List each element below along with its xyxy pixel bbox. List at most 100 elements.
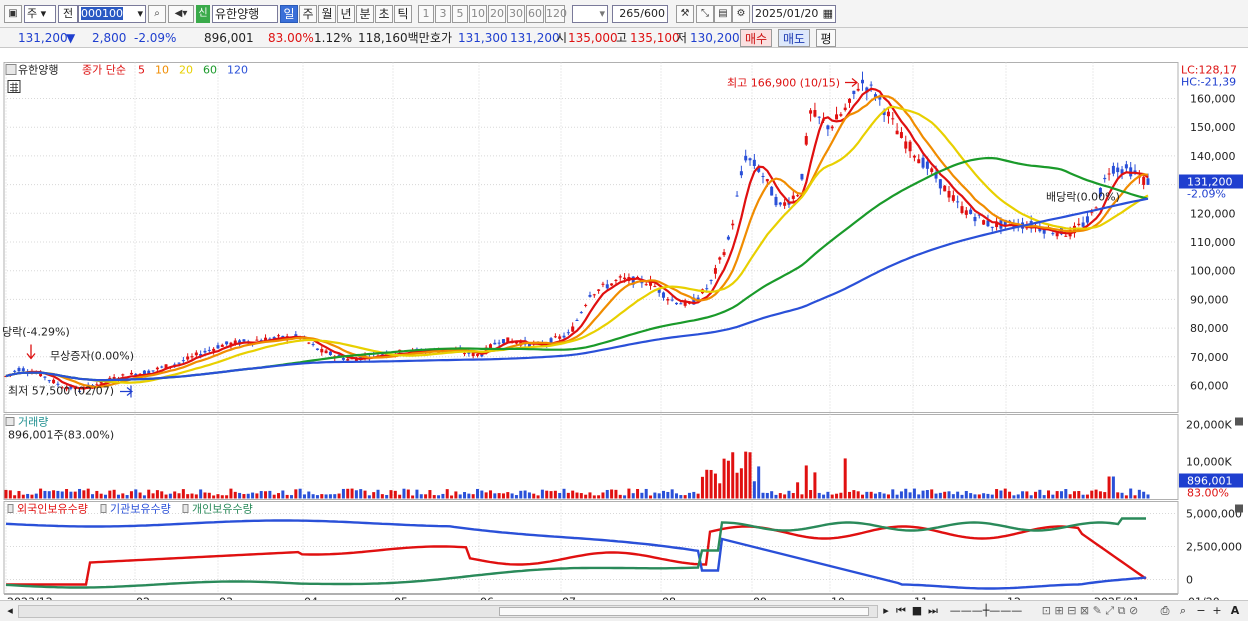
stock-chart[interactable]: 160,000150,000140,000130,000120,000110,0… <box>0 48 1248 621</box>
hold-tick-1: 2,500,000 <box>1186 541 1242 554</box>
candle-body <box>21 368 25 372</box>
bonus-note: 무상증자(0.00%) <box>50 350 134 363</box>
period-tab-5[interactable]: 초 <box>375 5 393 23</box>
scroll-left-icon[interactable]: ◂ <box>7 604 13 617</box>
zoom-icon[interactable]: ⌕ <box>1179 604 1187 617</box>
period-tab-1[interactable]: 주 <box>299 5 317 23</box>
forward-icon[interactable]: ⏭ <box>928 604 938 617</box>
buy-button[interactable]: 매수 <box>740 29 772 47</box>
scroll-track[interactable] <box>18 605 878 618</box>
volume-bar <box>705 469 709 499</box>
volume-bar <box>731 452 735 499</box>
stop-icon[interactable]: ■ <box>911 604 923 617</box>
indicator-icon[interactable]: ⚒ <box>676 5 694 23</box>
zoom-slider[interactable]: ———┼——— <box>949 604 1023 617</box>
volume-bar <box>882 493 886 499</box>
holding-close-icon[interactable] <box>1235 504 1243 513</box>
candle-body <box>584 304 588 306</box>
volume-close-icon[interactable] <box>1235 417 1243 426</box>
volume-bar <box>951 494 955 499</box>
interval-tab-1[interactable]: 1 <box>418 5 434 23</box>
volume-bar <box>925 490 929 499</box>
candle-body <box>982 220 986 225</box>
view-icons[interactable]: ⊡ ⊞ ⊟ ⊠ ✎ ⤢ ⧉ ⊘ <box>1041 604 1139 617</box>
candle-body <box>657 288 661 293</box>
candle-body <box>242 339 246 342</box>
period-tab-0[interactable]: 일 <box>280 5 298 23</box>
panel-menu-icon[interactable] <box>5 64 17 75</box>
volume-menu-icon[interactable] <box>5 417 15 426</box>
trade-amount: 118,160백만 <box>358 31 430 45</box>
volume-bar <box>783 494 787 499</box>
play-icon[interactable]: ▸ <box>883 604 889 617</box>
candle-body <box>653 286 657 288</box>
candle-body <box>869 84 873 86</box>
volume-bar <box>476 488 480 499</box>
candle-body <box>56 383 60 385</box>
mode-button[interactable]: 전 <box>58 5 78 23</box>
zoom-out-icon[interactable]: − <box>1196 604 1206 617</box>
volume-bar <box>640 492 644 499</box>
candle-body <box>930 168 934 172</box>
volume-bar <box>307 491 311 499</box>
grid-toggle-icon[interactable] <box>7 80 21 93</box>
candle-body <box>1111 165 1115 174</box>
volume-bar <box>856 491 860 499</box>
volume-bar <box>290 495 293 499</box>
speaker-icon[interactable]: ◀▾ <box>168 5 194 23</box>
flat-button[interactable]: 평 <box>816 29 836 47</box>
hold-legend-0: 외국인보유수량 <box>17 503 88 516</box>
candle-body <box>1098 187 1102 197</box>
volume-bar <box>1137 489 1141 499</box>
period-tab-3[interactable]: 년 <box>337 5 355 23</box>
y-tick-7: 90,000 <box>1190 293 1229 306</box>
search-icon[interactable]: ⌕ <box>148 5 166 23</box>
volume-ratio: 83.00% <box>268 31 314 45</box>
date-input[interactable]: 2025/01/20 ▦ <box>752 5 836 23</box>
volume-bar <box>164 494 168 499</box>
save-icon[interactable]: ▤ <box>714 5 732 23</box>
period-tab-2[interactable]: 월 <box>318 5 336 23</box>
stock-name-field[interactable]: 유한양행 <box>212 5 278 23</box>
candle-body <box>1003 219 1007 226</box>
volume-bar <box>285 494 289 499</box>
change-pct: -2.09% <box>134 31 177 45</box>
candle-body <box>4 375 8 377</box>
interval-tab-5[interactable]: 5 <box>452 5 468 23</box>
volume-bar <box>60 491 64 499</box>
period-tab-6[interactable]: 틱 <box>394 5 412 23</box>
period-tab-4[interactable]: 분 <box>356 5 374 23</box>
candle-body <box>558 336 562 339</box>
print-icon[interactable]: ⎙ <box>1160 604 1170 617</box>
interval-tab-3[interactable]: 3 <box>435 5 451 23</box>
candle-body <box>995 221 999 228</box>
interval-tab-120[interactable]: 120 <box>545 5 567 23</box>
candle-body <box>207 349 211 351</box>
rewind-icon[interactable]: ⏮ <box>896 604 906 617</box>
volume-tag <box>1179 473 1243 488</box>
interval-tab-60[interactable]: 60 <box>526 5 544 23</box>
settings-icon[interactable]: ⚙ <box>732 5 750 23</box>
volume-bar <box>337 493 341 499</box>
sell-button[interactable]: 매도 <box>778 29 810 47</box>
volume-bar <box>726 460 730 499</box>
market-select[interactable]: 주 ▾ <box>24 5 56 23</box>
volume-bar <box>649 495 653 499</box>
window-icon[interactable]: ▣ <box>4 5 22 23</box>
candle-body <box>142 370 146 375</box>
hold-tick-2: 0 <box>1186 574 1193 587</box>
candle-body <box>220 344 224 347</box>
interval-tab-10[interactable]: 10 <box>469 5 487 23</box>
volume-bar <box>259 491 263 499</box>
count-input[interactable]: 265/600 <box>612 5 668 23</box>
custom-interval-input[interactable]: ▾ <box>572 5 608 23</box>
scroll-thumb[interactable] <box>499 607 869 616</box>
volume-bar <box>8 490 12 499</box>
zoom-in-icon[interactable]: + <box>1212 604 1222 617</box>
interval-tab-30[interactable]: 30 <box>507 5 525 23</box>
text-size-icon[interactable]: A <box>1230 604 1240 617</box>
stock-code-input[interactable]: 000100 ▾ <box>78 5 146 23</box>
candle-body <box>692 297 696 305</box>
draw-icon[interactable]: ⤡ <box>696 5 714 23</box>
interval-tab-20[interactable]: 20 <box>488 5 506 23</box>
